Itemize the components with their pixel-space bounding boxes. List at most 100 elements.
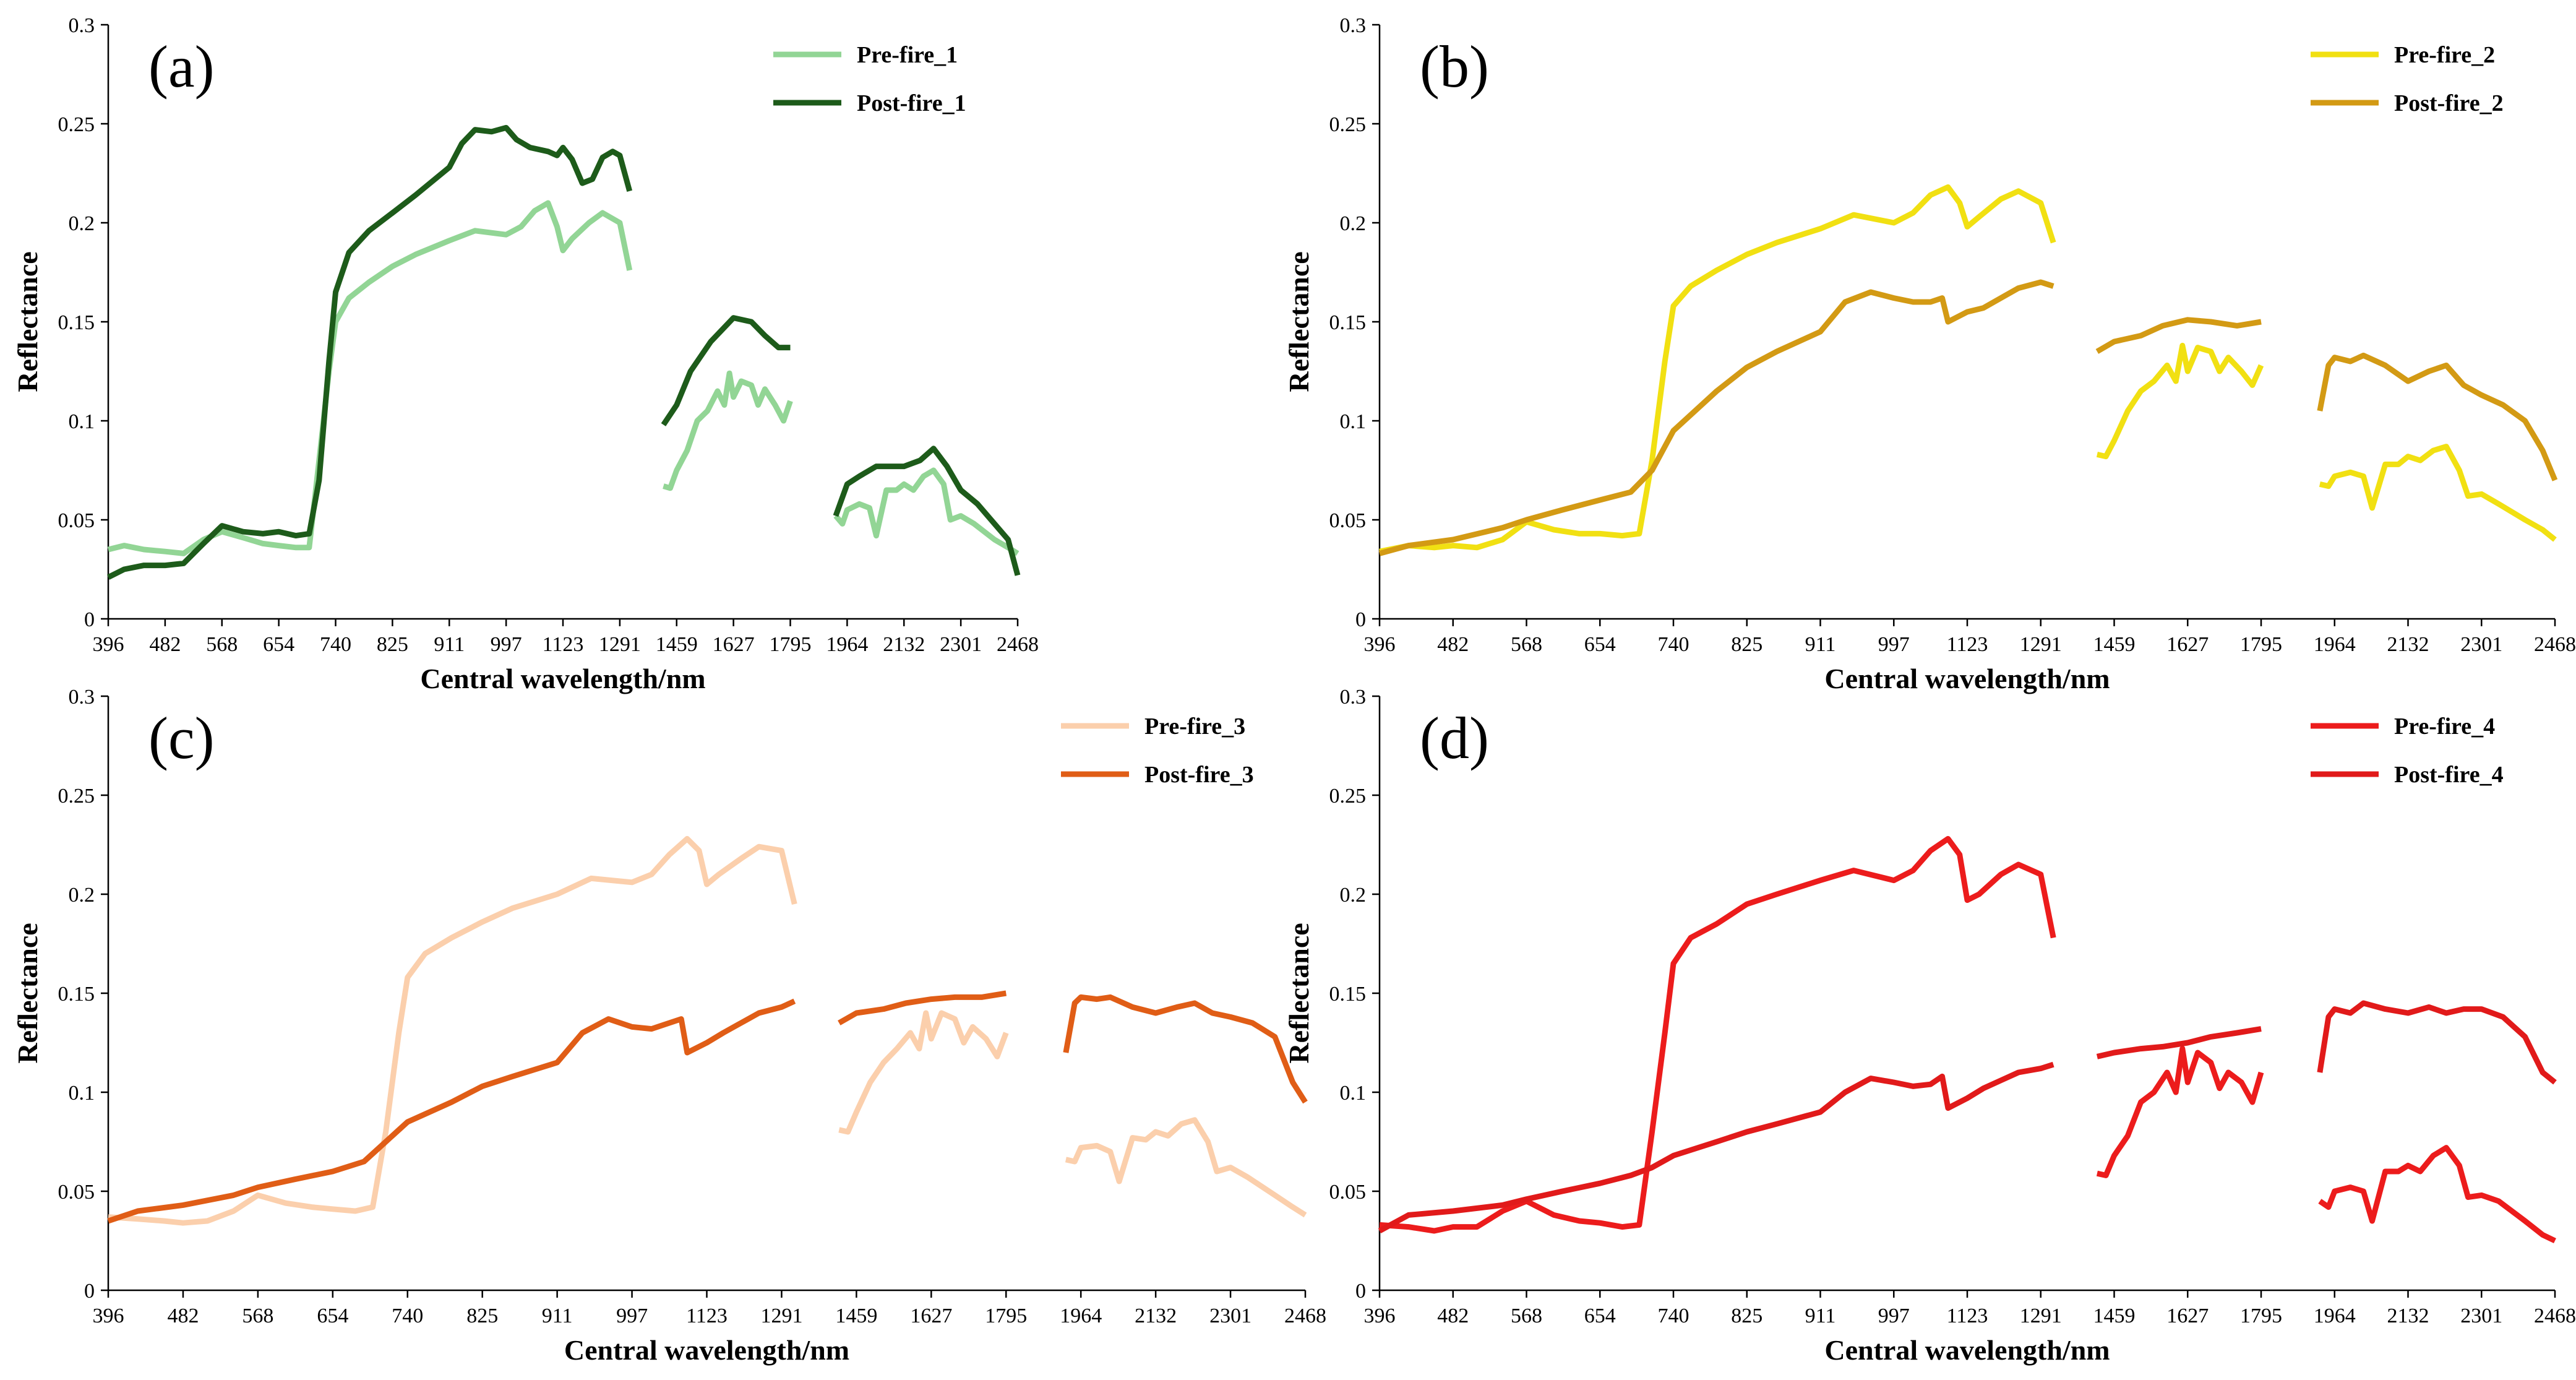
x-tick-label: 654 <box>1584 633 1616 656</box>
x-tick-label: 482 <box>167 1305 199 1327</box>
x-tick-label: 1627 <box>2166 1305 2209 1327</box>
y-tick-label: 0.3 <box>69 686 95 709</box>
x-tick-label: 568 <box>1511 1305 1542 1327</box>
series-line-pre-fire <box>108 835 797 1226</box>
x-tick-label: 2301 <box>2460 633 2502 656</box>
y-tick-label: 0.15 <box>1329 983 1367 1006</box>
series-line-pre-fire <box>838 1010 1009 1135</box>
x-tick-label: 2468 <box>997 633 1039 656</box>
series-line-pre-fire <box>107 200 633 556</box>
legend-label: Post-fire_1 <box>857 90 966 116</box>
legend-label: Pre-fire_4 <box>2394 714 2495 740</box>
series-line-post-fire <box>1063 994 1308 1104</box>
series-line-post-fire <box>2317 352 2558 481</box>
x-tick-label: 2468 <box>2534 633 2576 656</box>
series-line-post-fire <box>2096 1026 2262 1059</box>
x-tick-label: 2132 <box>1135 1305 1177 1327</box>
x-axis-title: Central wavelength/nm <box>1824 663 2110 694</box>
y-tick-label: 0.2 <box>1340 212 1367 235</box>
x-axis-title: Central wavelength/nm <box>420 663 705 694</box>
x-tick-label: 1291 <box>760 1305 802 1327</box>
panel-label: (a) <box>148 33 215 100</box>
series-line-post-fire <box>661 315 791 426</box>
series-line-pre-fire <box>2318 1145 2556 1244</box>
x-tick-label: 1459 <box>2093 633 2136 656</box>
panel-label: (b) <box>1420 33 1489 100</box>
y-axis-title: Reflectance <box>12 923 43 1063</box>
x-tick-label: 1459 <box>2093 1305 2136 1327</box>
series-line-pre-fire <box>663 370 793 491</box>
x-tick-label: 997 <box>1878 633 1910 656</box>
panels: 0 0.05 0.1 0.15 0.2 0.25 0.3 396 482 568 654 740 825… <box>12 14 2576 1366</box>
x-tick-label: 1964 <box>2314 1305 2356 1327</box>
x-tick-label: 482 <box>1437 633 1469 656</box>
series-line-pre-fire <box>2096 342 2264 460</box>
y-axis-title: Reflectance <box>1283 923 1315 1063</box>
series-line-pre-fire <box>833 467 1020 556</box>
y-tick-label: 0 <box>1355 1280 1366 1303</box>
x-tick-label: 1627 <box>910 1305 952 1327</box>
x-tick-label: 911 <box>1805 633 1836 656</box>
panel-b: 0 0.05 0.1 0.15 0.2 0.25 0.3 396 482 568 654 740 825… <box>1283 14 2576 694</box>
x-tick-label: 740 <box>320 633 351 656</box>
y-tick-label: 0.25 <box>58 785 95 808</box>
legend-label: Pre-fire_3 <box>1144 714 1245 740</box>
x-tick-label: 482 <box>1437 1305 1469 1327</box>
x-tick-label: 1291 <box>2020 1305 2062 1327</box>
x-tick-label: 997 <box>1878 1305 1910 1327</box>
x-tick-label: 2301 <box>2460 1305 2502 1327</box>
x-tick-label: 1795 <box>985 1305 1027 1327</box>
panel-label: (d) <box>1420 705 1489 771</box>
x-tick-label: 2301 <box>1209 1305 1252 1327</box>
y-tick-label: 0 <box>1355 608 1366 631</box>
legend-label: Pre-fire_1 <box>857 42 958 68</box>
series-line-post-fire <box>2095 317 2262 354</box>
x-tick-label: 482 <box>149 633 181 656</box>
panel-label: (c) <box>148 705 215 771</box>
x-tick-label: 740 <box>1658 633 1689 656</box>
x-tick-label: 997 <box>616 1305 648 1327</box>
x-axis-title: Central wavelength/nm <box>564 1334 849 1366</box>
y-tick-label: 0 <box>84 608 95 631</box>
x-tick-label: 997 <box>491 633 522 656</box>
series-line-pre-fire <box>2096 1046 2264 1178</box>
x-tick-label: 2468 <box>1284 1305 1326 1327</box>
x-tick-label: 1123 <box>1947 633 1988 656</box>
y-tick-label: 0 <box>84 1280 95 1303</box>
x-tick-label: 1964 <box>2314 633 2356 656</box>
x-tick-label: 825 <box>1731 633 1762 656</box>
y-tick-label: 0.05 <box>1329 1181 1367 1204</box>
legend-label: Post-fire_2 <box>2394 90 2504 116</box>
y-tick-label: 0.05 <box>1329 509 1367 532</box>
x-tick-label: 2132 <box>883 633 925 656</box>
y-tick-label: 0.2 <box>1340 884 1367 907</box>
x-tick-label: 825 <box>377 633 408 656</box>
x-tick-label: 1795 <box>770 633 812 656</box>
x-tick-label: 2132 <box>2387 1305 2429 1327</box>
x-tick-label: 1964 <box>1060 1305 1102 1327</box>
series-line-pre-fire <box>1379 835 2056 1234</box>
x-tick-label: 2132 <box>2387 633 2429 656</box>
y-tick-label: 0.2 <box>69 212 95 235</box>
y-tick-label: 0.3 <box>69 14 95 37</box>
y-tick-label: 0.1 <box>69 410 95 433</box>
x-tick-label: 654 <box>1584 1305 1616 1327</box>
x-tick-label: 396 <box>1364 1305 1396 1327</box>
series-line-pre-fire <box>1379 184 2056 554</box>
x-tick-label: 568 <box>1511 633 1542 656</box>
series-line-pre-fire <box>1065 1117 1307 1218</box>
x-tick-label: 911 <box>1805 1305 1836 1327</box>
y-tick-label: 0.25 <box>1329 785 1367 808</box>
y-tick-label: 0.05 <box>58 509 95 532</box>
x-tick-label: 1123 <box>543 633 584 656</box>
legend-label: Post-fire_4 <box>2394 762 2504 788</box>
x-tick-label: 825 <box>466 1305 498 1327</box>
y-tick-label: 0.1 <box>69 1082 95 1105</box>
x-tick-label: 1795 <box>2240 633 2282 656</box>
y-tick-label: 0.1 <box>1340 410 1367 433</box>
x-tick-label: 568 <box>242 1305 273 1327</box>
x-tick-label: 1459 <box>656 633 698 656</box>
panel-d: 0 0.05 0.1 0.15 0.2 0.25 0.3 396 482 568 654 740 825… <box>1283 686 2576 1366</box>
x-tick-label: 740 <box>392 1305 423 1327</box>
x-tick-label: 654 <box>317 1305 348 1327</box>
